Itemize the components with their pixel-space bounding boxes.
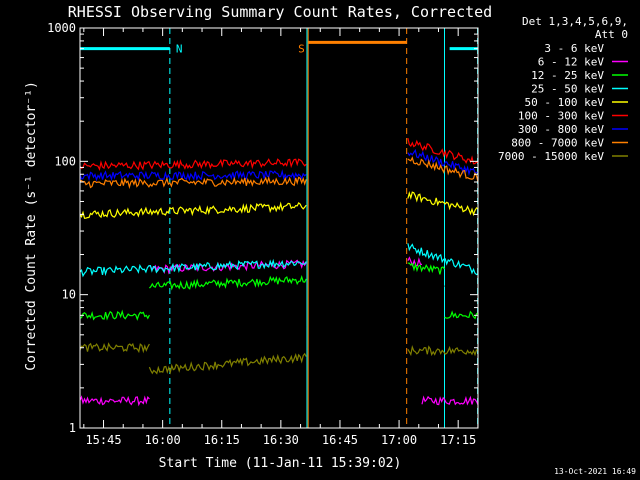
series-trace — [407, 243, 479, 276]
legend-label: 800 - 7000 keV — [511, 137, 604, 150]
flag-label-s: S — [298, 43, 305, 56]
series-trace — [407, 191, 479, 217]
series-trace — [79, 318, 150, 330]
series-trace — [79, 258, 307, 278]
legend-label: 50 - 100 keV — [525, 96, 605, 109]
y-tick-label: 1 — [69, 421, 76, 435]
series-trace — [148, 259, 307, 275]
series-trace — [407, 345, 478, 357]
y-tick-label: 1000 — [47, 21, 76, 35]
series-12-25-kev — [79, 262, 479, 321]
x-tick-label: 17:00 — [381, 433, 417, 447]
series-trace — [421, 395, 479, 406]
legend-label: 25 - 50 keV — [531, 83, 604, 96]
legend-header: Att 0 — [595, 28, 628, 41]
series-trace — [407, 148, 479, 177]
x-tick-label: 16:00 — [145, 433, 181, 447]
series-trace — [407, 156, 479, 182]
legend-label: 300 - 800 keV — [518, 123, 604, 136]
plot-frame — [79, 27, 479, 429]
x-axis-label: Start Time (11-Jan-11 15:39:02) — [159, 456, 402, 471]
footer-timestamp: 13-Oct-2021 16:49 — [554, 467, 636, 476]
series-3-6-kev — [79, 274, 445, 337]
series-trace — [79, 201, 307, 219]
series-6-12-kev — [79, 256, 479, 407]
y-tick-label: 10 — [62, 288, 76, 302]
series-trace — [79, 175, 307, 190]
series-trace — [79, 395, 150, 407]
series-trace — [407, 256, 423, 268]
series-trace — [79, 309, 150, 321]
legend-label: 6 - 12 keV — [538, 56, 605, 69]
series-trace — [148, 321, 307, 337]
legend-label: 7000 - 15000 keV — [498, 150, 604, 163]
x-tick-label: 16:15 — [204, 433, 240, 447]
x-tick-label: 16:45 — [322, 433, 358, 447]
x-tick-label: 17:15 — [440, 433, 476, 447]
series-25-50-kev — [79, 243, 479, 278]
series-800-7000-kev — [79, 156, 479, 190]
series-trace — [79, 342, 150, 354]
series-300-800-kev — [79, 148, 479, 182]
legend-label: 100 - 300 keV — [518, 110, 604, 123]
series-trace — [148, 352, 307, 375]
series-trace — [407, 137, 479, 165]
series-trace — [444, 310, 479, 320]
series-trace — [407, 274, 445, 288]
chart-title: RHESSI Observing Summary Count Rates, Co… — [68, 3, 492, 21]
series-trace — [79, 158, 307, 171]
series-trace — [148, 274, 307, 291]
series-50-100-kev — [79, 191, 479, 219]
legend-label: 3 - 6 keV — [544, 42, 604, 55]
x-tick-label: 15:45 — [85, 433, 121, 447]
series-7000-15000-kev — [79, 342, 478, 375]
series-100-300-kev — [79, 137, 479, 171]
legend-label: 12 - 25 keV — [531, 69, 604, 82]
y-axis-label: Corrected Count Rate (s⁻¹ detector⁻¹) — [24, 81, 39, 371]
series-trace — [407, 262, 445, 275]
x-tick-label: 16:30 — [263, 433, 299, 447]
y-tick-label: 100 — [54, 154, 76, 168]
flag-label-n: N — [176, 43, 183, 56]
legend-header: Det 1,3,4,5,6,9, — [522, 15, 628, 28]
series-trace — [79, 169, 307, 182]
